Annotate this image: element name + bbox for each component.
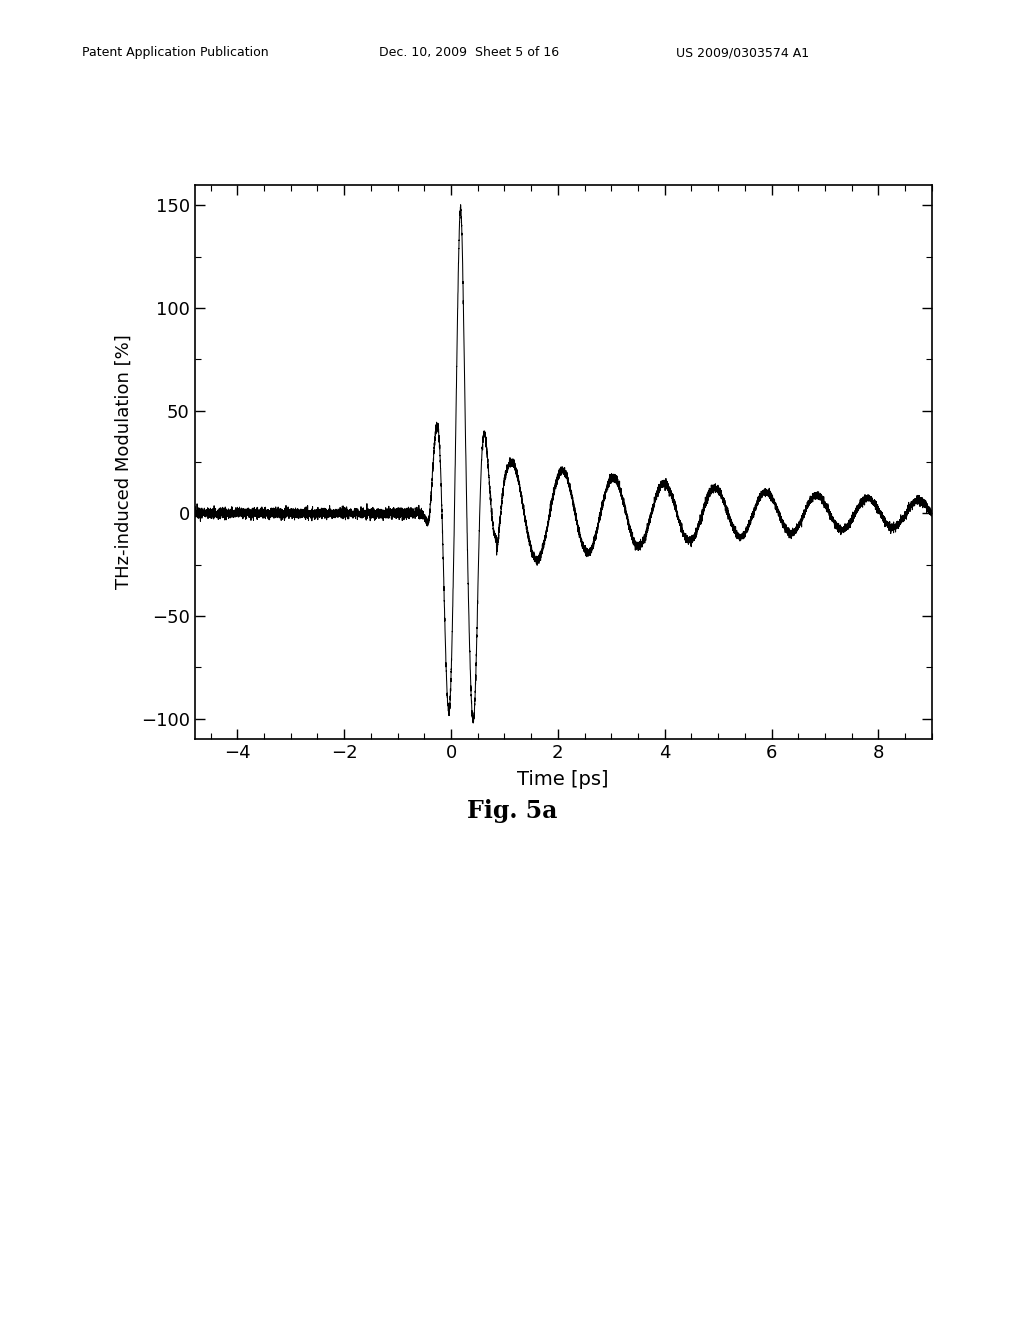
Text: Fig. 5a: Fig. 5a bbox=[467, 800, 557, 824]
Text: Dec. 10, 2009  Sheet 5 of 16: Dec. 10, 2009 Sheet 5 of 16 bbox=[379, 46, 559, 59]
X-axis label: Time [ps]: Time [ps] bbox=[517, 771, 609, 789]
Text: US 2009/0303574 A1: US 2009/0303574 A1 bbox=[676, 46, 809, 59]
Y-axis label: THz-induced Modulation [%]: THz-induced Modulation [%] bbox=[115, 335, 132, 589]
Text: Patent Application Publication: Patent Application Publication bbox=[82, 46, 268, 59]
